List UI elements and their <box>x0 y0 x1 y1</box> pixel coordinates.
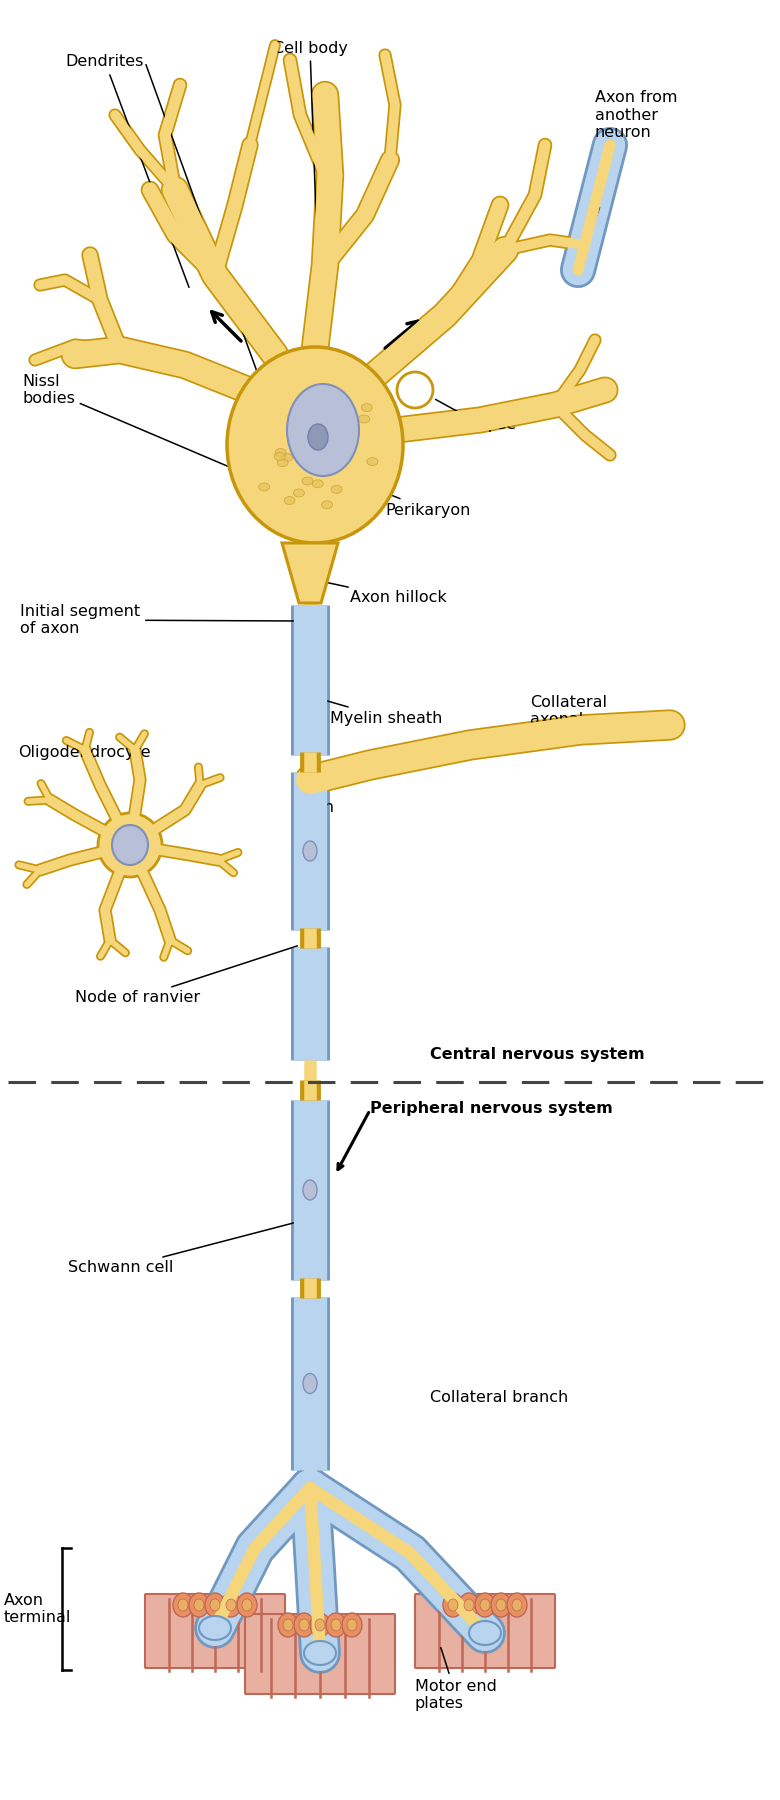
Ellipse shape <box>237 1593 257 1616</box>
Ellipse shape <box>361 403 372 412</box>
Text: Axon: Axon <box>295 801 335 821</box>
Ellipse shape <box>321 500 332 509</box>
Ellipse shape <box>173 1593 193 1616</box>
Ellipse shape <box>342 1613 362 1636</box>
Text: Synapse: Synapse <box>435 400 516 432</box>
Ellipse shape <box>310 1613 330 1636</box>
Ellipse shape <box>189 1593 209 1616</box>
Ellipse shape <box>303 841 317 860</box>
Ellipse shape <box>112 824 148 866</box>
Text: Motor end
plates: Motor end plates <box>415 1647 497 1712</box>
Ellipse shape <box>331 1618 341 1631</box>
Ellipse shape <box>242 1598 252 1611</box>
Ellipse shape <box>226 1598 236 1611</box>
Ellipse shape <box>299 1618 309 1631</box>
Ellipse shape <box>293 490 304 497</box>
Ellipse shape <box>295 409 307 416</box>
Ellipse shape <box>304 1642 336 1665</box>
Ellipse shape <box>359 416 370 423</box>
Text: Axon
terminal: Axon terminal <box>4 1593 72 1625</box>
Text: Cell body: Cell body <box>272 40 347 463</box>
Text: Node of ranvier: Node of ranvier <box>75 945 297 1006</box>
Text: Collateral branch: Collateral branch <box>430 1390 569 1406</box>
Polygon shape <box>282 544 338 603</box>
Ellipse shape <box>303 1181 317 1201</box>
Ellipse shape <box>512 1598 522 1611</box>
Ellipse shape <box>507 1593 527 1616</box>
Ellipse shape <box>491 1593 511 1616</box>
Ellipse shape <box>282 454 292 461</box>
Ellipse shape <box>302 477 313 484</box>
Ellipse shape <box>221 1593 241 1616</box>
Ellipse shape <box>480 1598 490 1611</box>
Ellipse shape <box>475 1593 495 1616</box>
Ellipse shape <box>496 1598 506 1611</box>
Text: Dendrites: Dendrites <box>66 54 189 288</box>
Ellipse shape <box>194 1598 204 1611</box>
Ellipse shape <box>283 1618 293 1631</box>
Ellipse shape <box>310 409 321 416</box>
Text: Myelin sheath: Myelin sheath <box>327 700 442 725</box>
Ellipse shape <box>98 814 162 877</box>
Ellipse shape <box>315 1618 325 1631</box>
Ellipse shape <box>443 1593 463 1616</box>
Ellipse shape <box>326 1613 346 1636</box>
Ellipse shape <box>448 1598 458 1611</box>
Ellipse shape <box>469 1622 501 1645</box>
Text: Schwann cell: Schwann cell <box>68 1215 321 1276</box>
Text: Peripheral nervous system: Peripheral nervous system <box>370 1100 613 1116</box>
Ellipse shape <box>277 459 288 466</box>
Ellipse shape <box>178 1598 188 1611</box>
Ellipse shape <box>312 481 323 488</box>
FancyBboxPatch shape <box>245 1615 395 1694</box>
Ellipse shape <box>303 1373 317 1393</box>
Ellipse shape <box>274 452 285 461</box>
Ellipse shape <box>367 457 378 466</box>
Ellipse shape <box>330 450 341 459</box>
Ellipse shape <box>464 1598 474 1611</box>
Text: Oligodendrocyte: Oligodendrocyte <box>18 745 151 760</box>
Ellipse shape <box>284 497 295 504</box>
Ellipse shape <box>347 1618 357 1631</box>
Ellipse shape <box>294 452 305 459</box>
Ellipse shape <box>210 1598 220 1611</box>
Text: Axon from
another
neuron: Axon from another neuron <box>595 90 678 140</box>
Ellipse shape <box>205 1593 225 1616</box>
Ellipse shape <box>308 425 328 450</box>
Ellipse shape <box>287 383 359 475</box>
Ellipse shape <box>294 1613 314 1636</box>
Text: Initial segment
of axon: Initial segment of axon <box>20 603 296 635</box>
Text: Nissl
bodies: Nissl bodies <box>22 374 257 479</box>
Ellipse shape <box>227 347 403 544</box>
Text: Perikaryon: Perikaryon <box>332 472 470 518</box>
Ellipse shape <box>459 1593 479 1616</box>
Text: Central nervous system: Central nervous system <box>430 1048 644 1062</box>
FancyBboxPatch shape <box>415 1595 555 1669</box>
Ellipse shape <box>199 1616 231 1640</box>
Ellipse shape <box>259 482 270 491</box>
Ellipse shape <box>331 486 342 493</box>
Text: Collateral
axonal
branch: Collateral axonal branch <box>530 695 607 745</box>
Ellipse shape <box>278 1613 298 1636</box>
FancyBboxPatch shape <box>145 1595 285 1669</box>
Ellipse shape <box>275 448 286 457</box>
Text: Axon hillock: Axon hillock <box>323 581 447 605</box>
